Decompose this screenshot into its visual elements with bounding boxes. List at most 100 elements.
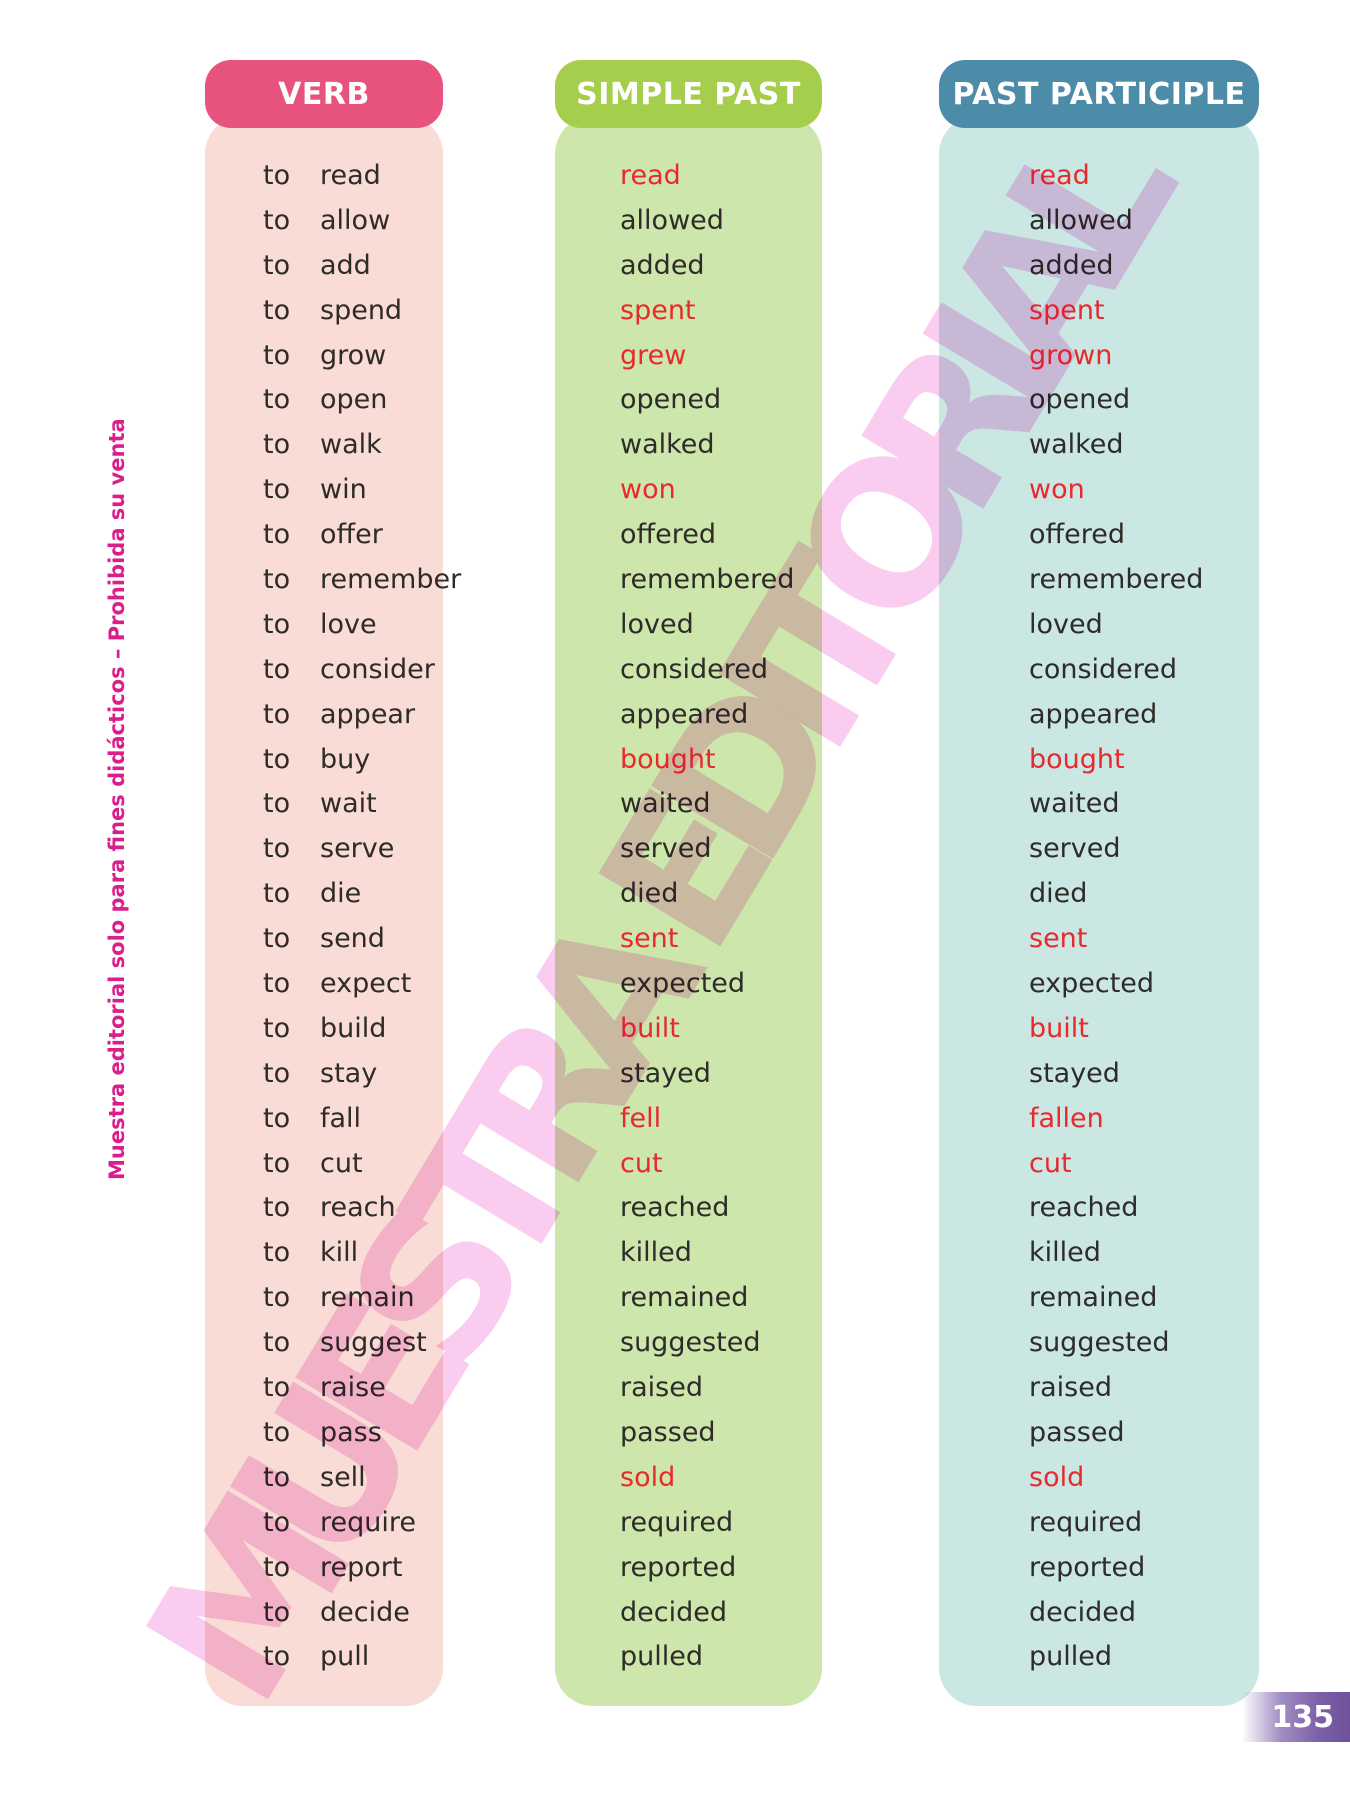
table-row: considered [620,653,769,685]
verb-word: win [320,474,367,506]
verb-prefix: to [263,564,291,596]
verb-prefix: to [263,204,291,236]
verb-prefix: to [263,743,291,775]
table-row: bought [1029,743,1125,775]
verb-prefix: to [263,923,291,955]
verb-word: require [320,1506,416,1538]
past-participle-column-header: PAST PARTICIPLE [939,60,1259,128]
verb-column-header: VERB [205,60,443,128]
table-row: won [1029,474,1085,506]
table-row: to die [263,872,443,917]
verb-word: love [320,608,377,640]
verb-prefix: to [263,1461,291,1493]
table-row: to serve [263,827,443,872]
table-row: to require [263,1501,443,1546]
table-row: waited [620,788,711,820]
verb-word: walk [320,429,382,461]
table-row: to cut [263,1142,443,1187]
table-row: opened [620,384,722,416]
verb-word: remain [320,1282,415,1314]
table-row: to love [263,603,443,648]
table-row: to consider [263,648,443,693]
table-row: fallen [1029,1102,1104,1134]
table-row: to spend [263,289,443,334]
table-row: to win [263,468,443,513]
verb-word: send [320,923,385,955]
verb-word: cut [320,1147,363,1179]
verb-word: suggest [320,1327,427,1359]
table-row: appeared [1029,698,1158,730]
verb-word: add [320,249,371,281]
page-number: 135 [1271,1699,1334,1735]
table-row: pulled [1029,1641,1113,1673]
simple-past-column-rows: read allowed added spent grew opened walked won… [555,154,822,1680]
verb-word: allow [320,204,391,236]
table-row: remained [620,1282,749,1314]
table-row: suggested [1029,1327,1170,1359]
verb-prefix: to [263,878,291,910]
verb-word: offer [320,519,383,551]
verb-word: open [320,384,388,416]
verb-word: read [320,160,381,191]
table-row: to sell [263,1456,443,1501]
table-row: expected [1029,968,1155,1000]
table-row: required [620,1506,734,1538]
verb-column-body: to read to allow to add to spend to grow to open to w… [205,116,461,1706]
verb-prefix: to [263,384,291,416]
verb-prefix: to [263,1327,291,1359]
table-row: to buy [263,738,443,783]
table-row: to decide [263,1591,443,1636]
table-row: to allow [263,199,443,244]
table-row: reached [620,1192,730,1224]
verb-word: grow [320,339,387,371]
verb-prefix: to [263,1506,291,1538]
table-row: to expect [263,962,443,1007]
table-row: grown [1029,339,1113,371]
table-row: killed [1029,1237,1101,1269]
table-row: raised [620,1372,703,1404]
verb-word: kill [320,1237,359,1269]
table-row: passed [620,1416,716,1448]
verb-prefix: to [263,788,291,820]
table-row: to kill [263,1231,443,1276]
table-row: died [620,878,679,910]
past-participle-column-rows: read allowed added spent grown opened walked wo… [939,154,1259,1680]
verb-prefix: to [263,968,291,1000]
table-row: allowed [1029,204,1133,236]
table-row: reported [1029,1551,1146,1583]
table-row: to build [263,1007,443,1052]
side-note-vertical-text: Muestra editorial solo para fines didáct… [105,418,129,1180]
verb-word: buy [320,743,371,775]
verb-prefix: to [263,429,291,461]
verb-prefix: to [263,249,291,281]
table-row: reached [1029,1192,1139,1224]
verb-prefix: to [263,833,291,865]
simple-past-column-body: read allowed added spent grew opened walked won… [555,116,822,1706]
verb-word: appear [320,698,416,730]
table-row: stayed [620,1057,711,1089]
table-row: appeared [620,698,749,730]
verb-word: pull [320,1641,370,1673]
verb-word: consider [320,653,435,685]
table-row: added [1029,249,1114,281]
table-row: reported [620,1551,737,1583]
table-row: cut [620,1147,663,1179]
table-row: added [620,249,705,281]
verb-prefix: to [263,1551,291,1583]
verb-prefix: to [263,1641,291,1673]
verb-prefix: to [263,1147,291,1179]
table-row: to raise [263,1366,443,1411]
table-row: remembered [620,564,795,596]
table-row: to fall [263,1097,443,1142]
verb-word: reach [320,1192,396,1224]
table-row: considered [1029,653,1178,685]
verb-prefix: to [263,160,291,191]
verb-word: wait [320,788,377,820]
verb-word: sell [320,1461,366,1493]
table-row: sent [1029,923,1088,955]
table-row: sold [620,1461,676,1493]
table-row: required [1029,1506,1143,1538]
past-participle-column-body: read allowed added spent grown opened walked wo… [939,116,1259,1706]
verb-prefix: to [263,474,291,506]
